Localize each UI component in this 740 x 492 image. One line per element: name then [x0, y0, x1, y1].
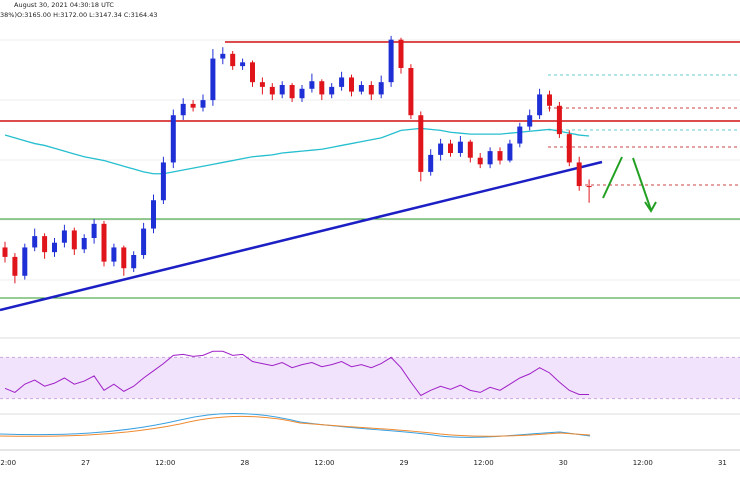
x-tick-label: 28: [240, 459, 249, 467]
candle-body: [131, 255, 137, 269]
candle-body: [339, 77, 345, 87]
candle-body: [2, 247, 8, 257]
fib-levels: [548, 74, 740, 186]
candle-body: [32, 236, 38, 248]
candle-body: [566, 134, 572, 163]
x-tick-label: 30: [559, 459, 568, 467]
candle-body: [220, 53, 226, 59]
macd: [0, 412, 591, 438]
header-ohlc: O:3165.00 H:3172.00 L:3147.34 C:3164.43: [17, 11, 158, 19]
candle-body: [230, 53, 236, 67]
candle-body: [537, 94, 543, 116]
candle-body: [368, 85, 374, 95]
x-tick-label: 31: [718, 459, 727, 467]
candle-body: [398, 39, 404, 68]
candle-body: [190, 103, 196, 108]
arrow: [632, 157, 652, 211]
candle-body: [42, 236, 48, 253]
candle-body: [160, 162, 166, 201]
candle-body: [477, 157, 483, 165]
candle-body: [170, 115, 176, 163]
candle-body: [408, 68, 414, 116]
header-date: August 30, 2021 04:30:18 UTC: [14, 1, 114, 9]
candle-body: [259, 82, 265, 87]
candle-body: [487, 151, 493, 165]
x-tick-label: 12:00: [155, 459, 175, 467]
candle-body: [22, 247, 28, 276]
candle-body: [329, 86, 335, 95]
candle-body: [71, 230, 77, 250]
candle-body: [61, 230, 67, 243]
candle-body: [556, 105, 562, 135]
candle-body: [527, 115, 533, 127]
candle-body: [378, 82, 384, 95]
candle-body: [269, 86, 275, 95]
candle-body: [101, 223, 107, 262]
candle-body: [319, 81, 325, 95]
x-tick-label: 12:00: [314, 459, 334, 467]
candle-body: [111, 247, 117, 262]
candle-body: [81, 238, 87, 250]
candle-body: [250, 62, 255, 83]
candle-body: [517, 126, 523, 144]
candle-body: [467, 141, 473, 158]
candle-body: [200, 100, 206, 108]
candle-body: [438, 143, 444, 155]
candle-body: [240, 62, 246, 67]
candle-body: [180, 103, 186, 116]
candle-body: [299, 88, 305, 99]
x-tick-label: 12:00: [0, 459, 16, 467]
x-tick-label: 29: [400, 459, 409, 467]
candle-body: [358, 85, 364, 92]
candle-body: [507, 143, 513, 161]
candle-body: [388, 39, 394, 83]
candle-body: [428, 154, 434, 172]
arrow-head: [644, 201, 657, 213]
arrow: [602, 156, 623, 199]
candle-body: [52, 242, 57, 253]
candle-body: [586, 186, 592, 188]
rsi-band: [0, 357, 740, 399]
moving-average: [4, 127, 590, 175]
candle-body: [91, 223, 97, 238]
candle-body: [210, 58, 216, 101]
candle-body: [349, 77, 354, 92]
candle-body: [309, 81, 315, 89]
candle-body: [576, 162, 582, 187]
x-tick-label: 27: [81, 459, 90, 467]
candle-body: [121, 247, 127, 269]
x-tick-label: 12:00: [633, 459, 653, 467]
rsi-line: [4, 350, 590, 397]
candle-body: [497, 151, 503, 161]
header-change: 38%): [0, 11, 17, 19]
trend-line: [0, 160, 603, 312]
candle-body: [141, 228, 147, 255]
x-tick-label: 12:00: [474, 459, 494, 467]
candle-body: [151, 200, 156, 229]
candle-body: [448, 143, 453, 153]
candle-body: [279, 85, 285, 95]
candle-body: [457, 141, 463, 153]
candle-body: [289, 85, 295, 99]
candle-body: [418, 115, 424, 172]
candle-body: [547, 94, 552, 106]
candle-body: [12, 256, 18, 276]
